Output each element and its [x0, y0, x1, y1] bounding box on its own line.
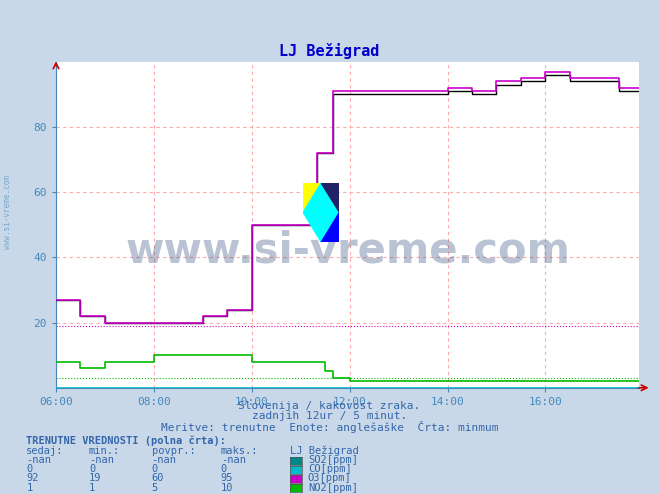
Text: 0: 0: [152, 464, 158, 474]
Text: 0: 0: [89, 464, 95, 474]
Polygon shape: [303, 183, 339, 242]
Polygon shape: [322, 183, 339, 212]
Text: 1: 1: [26, 483, 32, 493]
Text: 95: 95: [221, 473, 233, 483]
Text: LJ Bežigrad: LJ Bežigrad: [279, 43, 380, 59]
Text: NO2[ppm]: NO2[ppm]: [308, 483, 358, 493]
Text: www.si-vreme.com: www.si-vreme.com: [3, 175, 13, 249]
Text: -nan: -nan: [26, 455, 51, 465]
Text: zadnjih 12ur / 5 minut.: zadnjih 12ur / 5 minut.: [252, 411, 407, 421]
Text: maks.:: maks.:: [221, 446, 258, 456]
Text: O3[ppm]: O3[ppm]: [308, 473, 351, 483]
Text: min.:: min.:: [89, 446, 120, 456]
Text: 10: 10: [221, 483, 233, 493]
Text: CO[ppm]: CO[ppm]: [308, 464, 351, 474]
Text: povpr.:: povpr.:: [152, 446, 195, 456]
Text: 0: 0: [221, 464, 227, 474]
Text: sedaj:: sedaj:: [26, 446, 64, 456]
Text: 5: 5: [152, 483, 158, 493]
Polygon shape: [322, 212, 339, 242]
Text: 0: 0: [26, 464, 32, 474]
Polygon shape: [303, 183, 322, 212]
Text: Meritve: trenutne  Enote: anglešaške  Črta: minmum: Meritve: trenutne Enote: anglešaške Črta…: [161, 421, 498, 433]
Text: 19: 19: [89, 473, 101, 483]
Text: -nan: -nan: [152, 455, 177, 465]
Text: -nan: -nan: [221, 455, 246, 465]
Text: LJ Bežigrad: LJ Bežigrad: [290, 446, 358, 456]
Text: -nan: -nan: [89, 455, 114, 465]
Text: Slovenija / kakovost zraka.: Slovenija / kakovost zraka.: [239, 401, 420, 411]
Text: SO2[ppm]: SO2[ppm]: [308, 455, 358, 465]
Text: 92: 92: [26, 473, 39, 483]
Text: 60: 60: [152, 473, 164, 483]
Text: www.si-vreme.com: www.si-vreme.com: [125, 230, 570, 272]
Text: 1: 1: [89, 483, 95, 493]
Text: TRENUTNE VREDNOSTI (polna črta):: TRENUTNE VREDNOSTI (polna črta):: [26, 435, 226, 446]
